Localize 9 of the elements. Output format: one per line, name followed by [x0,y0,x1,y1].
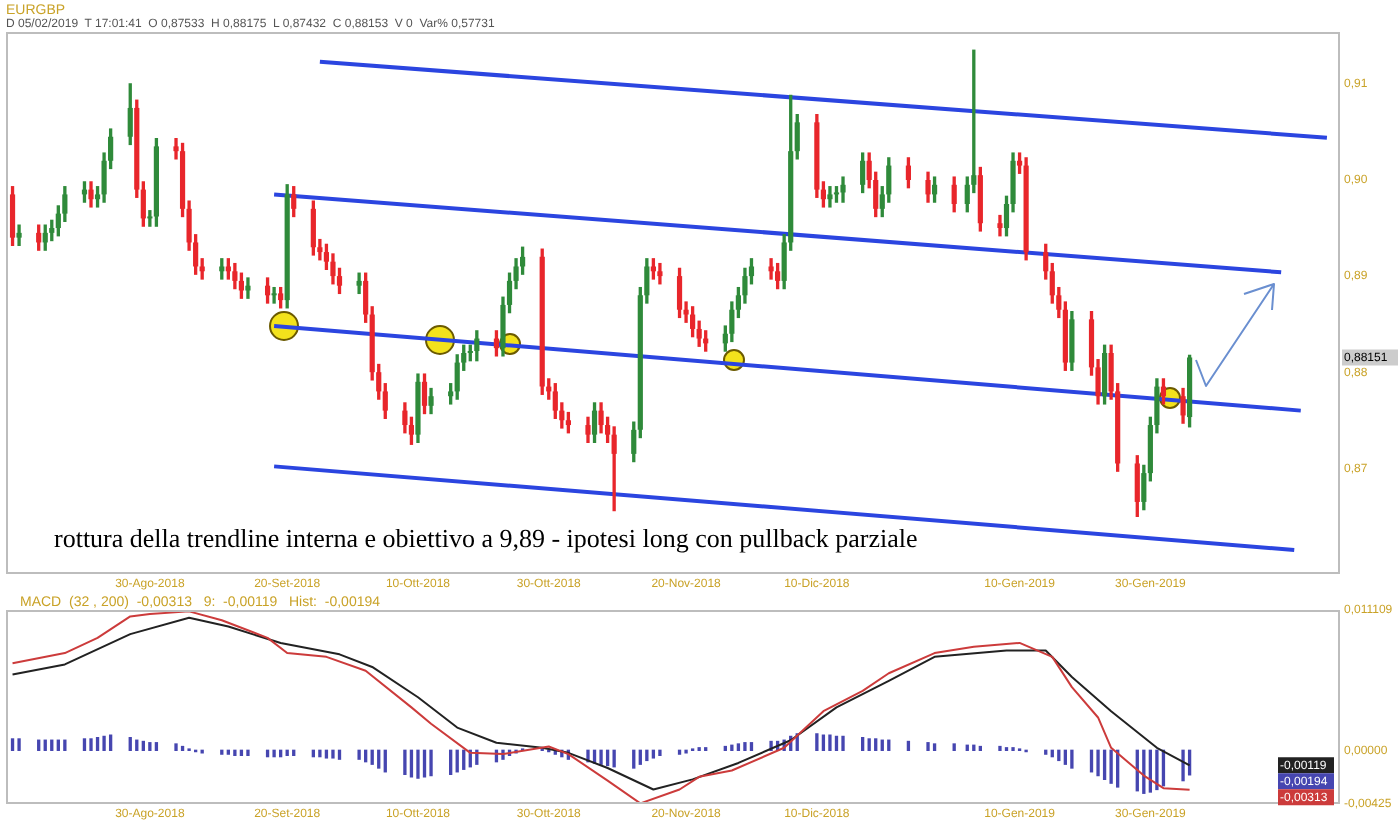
candlestick [657,262,663,285]
candlestick [271,286,277,304]
candlestick [16,224,22,246]
candlestick [840,176,846,203]
candlestick [245,277,251,299]
candlestick [997,214,1003,237]
annotation: rottura della trendline interna e obiettivo a 9,89 - ipotesi long con pullback parziale [54,522,918,553]
candlestick [356,272,362,295]
candlestick [827,186,833,208]
